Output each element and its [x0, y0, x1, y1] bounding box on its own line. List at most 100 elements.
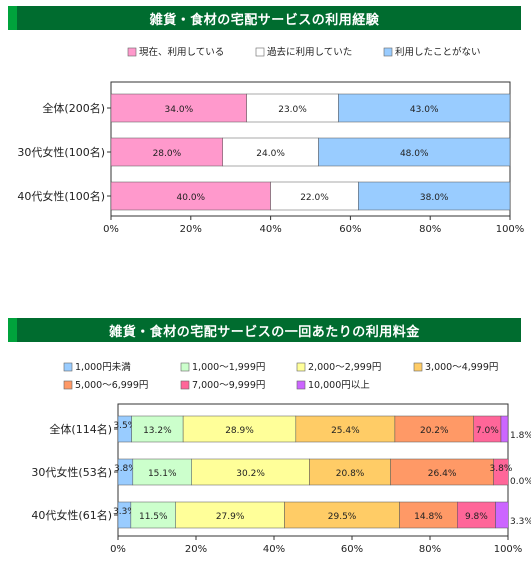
bar-segment — [110, 181, 271, 211]
category-label: 30代女性(100名) — [17, 145, 105, 159]
legend-swatch — [63, 362, 73, 372]
legend-swatch — [180, 362, 190, 372]
data-label: 28.0% — [153, 149, 182, 159]
data-label: 20.2% — [420, 426, 449, 436]
data-label: 30.2% — [236, 469, 265, 479]
data-label: 0.0% — [510, 477, 531, 487]
data-label: 26.4% — [428, 469, 457, 479]
data-label: 27.9% — [216, 512, 245, 522]
data-label: 3.3% — [510, 517, 531, 527]
data-label: 15.1% — [148, 469, 177, 479]
x-tick-label: 80% — [419, 544, 441, 555]
bar-segment — [295, 415, 396, 443]
category-label: 全体(114名) — [49, 422, 112, 436]
x-tick-label: 20% — [185, 544, 207, 555]
legend-swatch — [383, 47, 393, 57]
bar-segment — [358, 181, 511, 211]
bar-segment — [390, 458, 494, 486]
data-label: 3.3% — [113, 507, 136, 517]
data-label: 1.8% — [510, 431, 531, 441]
data-label: 11.5% — [139, 512, 168, 522]
data-label: 3.5% — [113, 421, 136, 431]
chart2-title: 雑貨・食材の宅配サービスの一回あたりの利用料金 — [109, 324, 420, 340]
chart1-title: 雑貨・食材の宅配サービスの利用経験 — [149, 12, 380, 28]
legend-label: 2,000～2,999円 — [308, 362, 381, 373]
x-tick-label: 0% — [103, 224, 119, 235]
x-tick-label: 20% — [180, 224, 202, 235]
data-label: 43.0% — [410, 105, 439, 115]
legend-label: 過去に利用していた — [267, 46, 352, 58]
legend-swatch — [180, 380, 190, 390]
legend-swatch — [413, 362, 423, 372]
chart1-title-banner: 雑貨・食材の宅配サービスの利用経験 — [8, 6, 521, 30]
bar-segment — [495, 501, 509, 529]
data-label: 34.0% — [165, 105, 194, 115]
data-label: 40.0% — [177, 193, 206, 203]
data-label: 13.2% — [143, 426, 172, 436]
x-tick-label: 40% — [263, 544, 285, 555]
legend-label: 10,000円以上 — [308, 380, 370, 391]
bar-segment — [130, 501, 176, 529]
bar-segment — [131, 415, 184, 443]
bar-segment — [318, 137, 511, 167]
bar-segment — [493, 458, 509, 486]
data-label: 25.4% — [331, 426, 360, 436]
bar-segment — [175, 501, 285, 529]
legend-label: 現在、利用している — [139, 46, 224, 58]
bar-segment — [110, 93, 247, 123]
legend-swatch — [296, 362, 306, 372]
x-tick-label: 60% — [341, 544, 363, 555]
legend-label: 7,000～9,999円 — [192, 380, 265, 391]
data-label: 28.9% — [225, 426, 254, 436]
bar-segment — [191, 458, 310, 486]
x-tick-label: 0% — [110, 544, 126, 555]
data-label: 9.8% — [465, 512, 488, 522]
bar-segment — [473, 415, 502, 443]
bar-segment — [132, 458, 192, 486]
bar-segment — [182, 415, 297, 443]
bar-segment — [399, 501, 458, 529]
data-label: 14.8% — [414, 512, 443, 522]
data-label: 22.0% — [300, 193, 329, 203]
data-label: 3.8% — [490, 464, 513, 474]
data-label: 48.0% — [400, 149, 429, 159]
data-label: 20.8% — [336, 469, 365, 479]
banner-accent — [8, 6, 17, 30]
category-label: 40代女性(61名) — [31, 508, 112, 522]
chart2-svg: 1,000円未満 1,000～1,999円 2,000～2,999円 3,000～4,… — [31, 361, 531, 555]
bar-segment — [110, 137, 223, 167]
data-label: 23.0% — [278, 105, 307, 115]
data-label: 7.0% — [476, 426, 499, 436]
x-tick-label: 100% — [496, 224, 525, 235]
bar-segment — [284, 501, 400, 529]
bar-segment — [338, 93, 511, 123]
legend-label: 1,000円未満 — [75, 361, 131, 373]
bar-segment — [222, 137, 319, 167]
legend-label: 3,000～4,999円 — [425, 362, 498, 373]
legend-swatch — [127, 47, 137, 57]
legend-label: 5,000～6,999円 — [75, 380, 148, 391]
category-label: 全体(200名) — [42, 101, 105, 115]
chart2-title-banner: 雑貨・食材の宅配サービスの一回あたりの利用料金 — [8, 318, 521, 342]
category-label: 30代女性(53名) — [31, 465, 112, 479]
x-tick-label: 60% — [339, 224, 361, 235]
data-label: 29.5% — [328, 512, 357, 522]
bar-segment — [270, 181, 359, 211]
category-label: 40代女性(100名) — [17, 189, 105, 203]
data-label: 38.0% — [420, 193, 449, 203]
bar-segment — [394, 415, 474, 443]
data-label: 3.8% — [114, 464, 137, 474]
data-label: 24.0% — [256, 149, 285, 159]
x-tick-label: 40% — [259, 224, 281, 235]
x-tick-label: 100% — [494, 544, 523, 555]
bar-segment — [500, 415, 509, 443]
legend-swatch — [63, 380, 73, 390]
legend-swatch — [296, 380, 306, 390]
legend-swatch — [255, 47, 265, 57]
bar-segment — [457, 501, 496, 529]
legend-label: 利用したことがない — [395, 46, 481, 58]
legend-label: 1,000～1,999円 — [192, 362, 265, 373]
x-tick-label: 80% — [419, 224, 441, 235]
banner-accent — [8, 318, 17, 342]
